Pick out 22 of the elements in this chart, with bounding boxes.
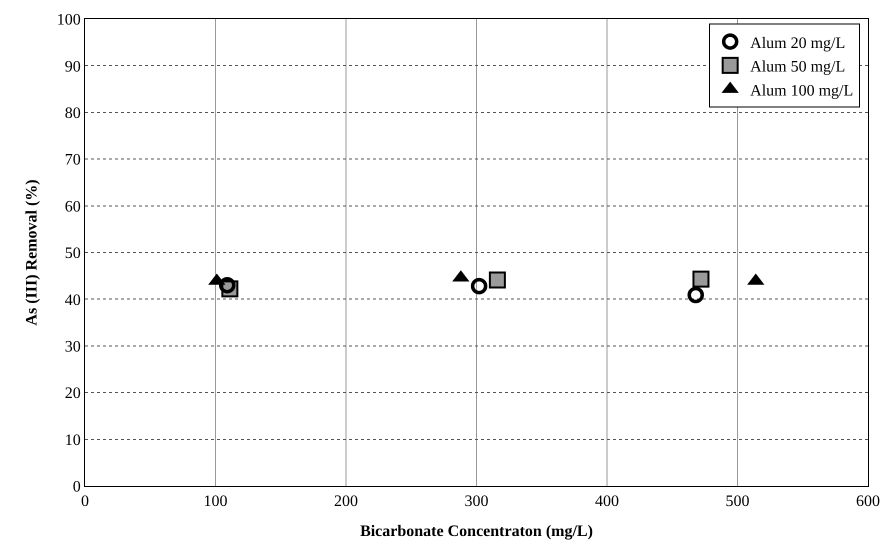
y-tick-label: 80 xyxy=(64,105,81,122)
legend-label: Alum 100 mg/L xyxy=(750,82,854,100)
x-tick-label: 300 xyxy=(464,493,488,510)
y-axis-title: As (III) Removal (%) xyxy=(24,179,41,326)
x-axis-title: Bicarbonate Concentraton (mg/L) xyxy=(360,522,593,540)
x-tick-label: 500 xyxy=(726,493,750,510)
y-tick-label: 10 xyxy=(64,432,81,449)
x-tick-label: 100 xyxy=(204,493,228,510)
y-tick-label: 90 xyxy=(64,58,81,76)
y-tick-label: 0 xyxy=(72,478,81,496)
legend-label: Alum 20 mg/L xyxy=(750,34,846,52)
y-tick-label: 100 xyxy=(56,12,81,29)
y-tick-label: 50 xyxy=(64,245,81,262)
y-tick-label: 70 xyxy=(64,152,81,169)
legend-label: Alum 50 mg/L xyxy=(750,58,846,76)
x-tick-label: 600 xyxy=(856,493,880,510)
y-tick-label: 40 xyxy=(64,292,81,309)
x-tick-label: 200 xyxy=(334,493,358,510)
y-tick-label: 30 xyxy=(64,338,81,356)
y-tick-label: 60 xyxy=(64,198,81,216)
x-tick-label: 400 xyxy=(595,493,619,510)
y-tick-label: 20 xyxy=(64,385,81,402)
